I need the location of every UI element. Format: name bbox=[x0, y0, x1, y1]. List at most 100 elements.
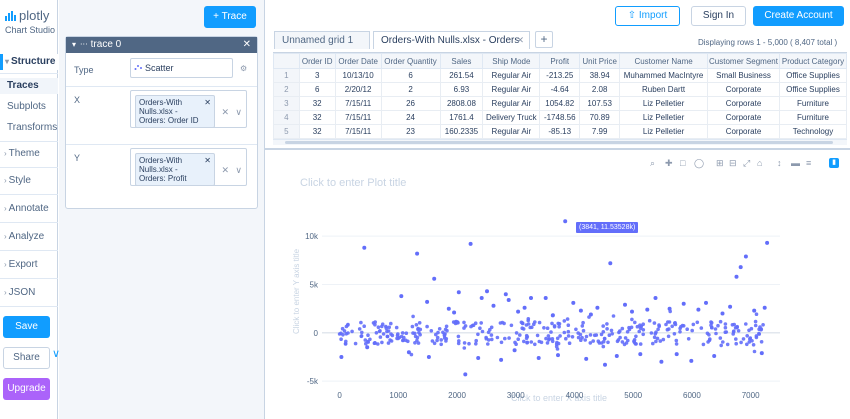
scatter-point[interactable] bbox=[443, 327, 448, 332]
scatter-point[interactable] bbox=[385, 334, 390, 339]
scatter-point[interactable] bbox=[413, 331, 417, 336]
scatter-point[interactable] bbox=[738, 265, 743, 270]
scatter-point[interactable] bbox=[673, 322, 678, 327]
scatter-point[interactable] bbox=[373, 320, 377, 324]
scatter-point[interactable] bbox=[536, 356, 541, 360]
scatter-point[interactable] bbox=[588, 341, 593, 345]
scatter-point[interactable] bbox=[605, 327, 609, 331]
scatter-point[interactable] bbox=[753, 319, 758, 324]
collapse-icon[interactable]: ▾ bbox=[72, 40, 77, 49]
scatter-point[interactable] bbox=[750, 339, 754, 343]
zoom-in-icon[interactable]: ⊞ bbox=[716, 158, 724, 168]
scatter-point[interactable] bbox=[457, 339, 461, 343]
scatter-point[interactable] bbox=[550, 321, 554, 326]
scatter-point[interactable] bbox=[467, 341, 471, 346]
scatter-point[interactable] bbox=[366, 333, 370, 337]
scatter-point[interactable] bbox=[667, 320, 672, 324]
scatter-point[interactable] bbox=[390, 333, 395, 338]
scatter-point[interactable] bbox=[357, 327, 362, 331]
table-row[interactable]: 1 3 10/13/10 6 261.54 Regular Air -213.25 38.94… bbox=[273, 68, 847, 83]
scatter-point[interactable] bbox=[389, 321, 393, 326]
grid-cell[interactable]: -85.13 bbox=[539, 124, 581, 139]
grid-cell[interactable]: Small Business bbox=[707, 68, 780, 83]
column-header[interactable]: Ship Mode bbox=[482, 53, 541, 69]
grid-cell[interactable]: 7/15/11 bbox=[334, 124, 382, 139]
scatter-point[interactable] bbox=[736, 329, 741, 333]
scatter-point[interactable] bbox=[699, 326, 704, 330]
scatter-point[interactable] bbox=[388, 338, 392, 342]
add-trace-button[interactable]: + Trace bbox=[204, 6, 256, 28]
scatter-point[interactable] bbox=[555, 336, 560, 341]
scatter-point[interactable] bbox=[601, 339, 606, 344]
scatter-point[interactable] bbox=[442, 332, 447, 337]
scatter-point[interactable] bbox=[591, 339, 595, 343]
scatter-point[interactable] bbox=[516, 337, 520, 341]
scatter-point[interactable] bbox=[439, 338, 443, 342]
grid-cell[interactable]: -1748.56 bbox=[539, 110, 581, 125]
add-tab-button[interactable]: + bbox=[535, 31, 553, 48]
scatter-point[interactable] bbox=[399, 294, 404, 299]
grid-cell[interactable]: Corporate bbox=[707, 96, 780, 111]
scatter-point[interactable] bbox=[401, 338, 405, 343]
table-row[interactable]: 2 6 2/20/12 2 6.93 Regular Air -4.64 2.08 Ruben … bbox=[273, 82, 847, 97]
column-header[interactable]: Sales bbox=[439, 53, 484, 69]
nav-style[interactable]: › Style bbox=[0, 173, 58, 189]
scatter-point[interactable] bbox=[601, 344, 606, 349]
scatter-point[interactable] bbox=[378, 335, 383, 339]
scatter-point[interactable] bbox=[415, 338, 419, 343]
scatter-point[interactable] bbox=[410, 324, 415, 329]
autoscale-icon[interactable]: ⤢ bbox=[743, 158, 751, 168]
scatter-point[interactable] bbox=[659, 359, 664, 364]
scatter-point[interactable] bbox=[744, 322, 748, 326]
scatter-point[interactable] bbox=[731, 330, 736, 334]
scatter-point[interactable] bbox=[720, 311, 725, 316]
grid-cell[interactable]: 38.94 bbox=[579, 68, 621, 83]
scatter-point[interactable] bbox=[579, 338, 583, 342]
import-button[interactable]: ⇧ Import bbox=[615, 6, 680, 26]
scatter-point[interactable] bbox=[476, 356, 481, 360]
scatter-point[interactable] bbox=[617, 330, 621, 335]
scatter-point[interactable] bbox=[546, 334, 551, 338]
scatter-point[interactable] bbox=[743, 254, 748, 259]
scatter-point[interactable] bbox=[634, 334, 638, 339]
table-row[interactable]: 4 32 7/15/11 24 1761.4 Delivery Truck -1748.56… bbox=[273, 110, 847, 125]
scatter-point[interactable] bbox=[658, 339, 663, 343]
home-icon[interactable]: ⌂ bbox=[757, 158, 763, 168]
scatter-point[interactable] bbox=[550, 337, 555, 341]
scatter-point[interactable] bbox=[474, 338, 478, 343]
scatter-point[interactable] bbox=[436, 330, 440, 335]
scatter-point[interactable] bbox=[696, 307, 701, 312]
scatter-point[interactable] bbox=[507, 336, 511, 340]
scatter-point[interactable] bbox=[529, 340, 534, 344]
scatter-point[interactable] bbox=[578, 308, 583, 313]
create-account-button[interactable]: Create Account bbox=[753, 6, 844, 26]
scatter-point[interactable] bbox=[611, 314, 616, 318]
grid-cell[interactable]: 24 bbox=[380, 110, 441, 125]
scatter-point[interactable] bbox=[557, 324, 561, 329]
scatter-point[interactable] bbox=[522, 339, 526, 344]
grid-cell[interactable]: Ruben Dartt bbox=[619, 82, 709, 97]
scatter-point[interactable] bbox=[439, 342, 443, 347]
upgrade-button[interactable]: Upgrade bbox=[3, 378, 50, 400]
scatter-point[interactable] bbox=[463, 372, 468, 377]
scatter-point[interactable] bbox=[462, 326, 466, 330]
scatter-point[interactable] bbox=[754, 334, 759, 338]
column-header[interactable]: Order ID bbox=[298, 53, 336, 69]
grid-cell[interactable]: Liz Pelletier bbox=[619, 96, 709, 111]
scatter-point[interactable] bbox=[555, 347, 560, 351]
scatter-point[interactable] bbox=[728, 304, 733, 309]
gear-icon[interactable]: ⚙ bbox=[240, 64, 248, 73]
nav-transforms[interactable]: Transforms bbox=[7, 122, 58, 133]
scatter-point[interactable] bbox=[350, 329, 354, 334]
scatter-point[interactable] bbox=[456, 320, 460, 325]
scatter-point[interactable] bbox=[674, 342, 679, 346]
scatter-point[interactable] bbox=[486, 342, 490, 346]
scatter-point[interactable] bbox=[654, 339, 658, 344]
scatter-point[interactable] bbox=[709, 323, 713, 328]
scatter-point[interactable] bbox=[695, 320, 700, 325]
scatter-point[interactable] bbox=[657, 323, 661, 327]
scatter-point[interactable] bbox=[707, 338, 712, 343]
scatter-point[interactable] bbox=[478, 326, 482, 330]
grid-cell[interactable]: Liz Pelletier bbox=[619, 110, 709, 125]
scatter-point[interactable] bbox=[473, 321, 478, 325]
